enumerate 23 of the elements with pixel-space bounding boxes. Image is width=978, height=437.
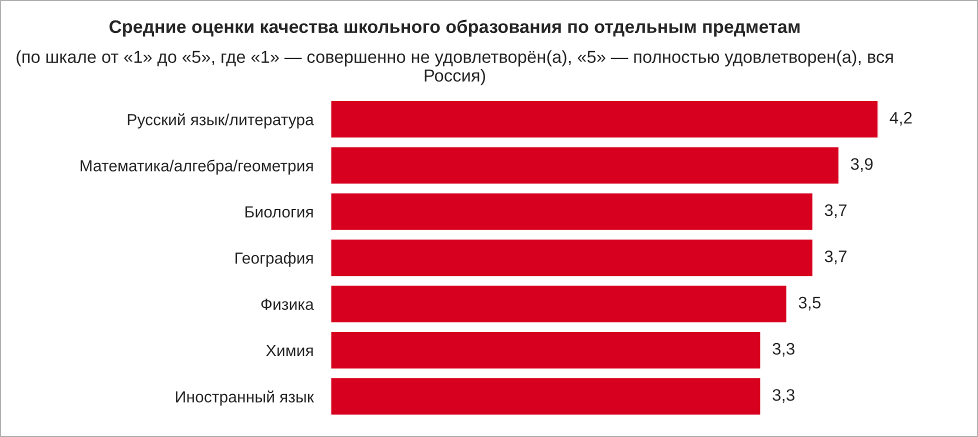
bar <box>330 238 814 278</box>
y-tick-label: Химия <box>266 345 313 356</box>
data-label: 3,9 <box>850 158 873 172</box>
y-tick-label: Иностранный язык <box>176 390 314 406</box>
y-tick-label: Русский язык/литература <box>128 113 314 128</box>
data-label: 3,3 <box>772 389 794 403</box>
data-label: 3,3 <box>772 342 794 357</box>
y-tick-label: Биология <box>246 206 313 218</box>
bar <box>330 192 814 232</box>
bar <box>330 146 840 186</box>
data-label: 3,7 <box>824 204 846 218</box>
bar <box>330 376 762 416</box>
chart-title: Средние оценки качества школьного образования по отдельным предметам <box>110 20 800 37</box>
y-tick-label: География <box>236 252 313 267</box>
chart-subtitle: (по шкале от «1» до «5», где «1» — совершенно не удовлетворён(а), «5» — полностью удовлетворен(а), вся Россия) <box>16 50 893 86</box>
bar <box>330 100 878 139</box>
data-label: 4,2 <box>890 112 912 126</box>
bar <box>330 284 788 324</box>
y-tick-label: Физика <box>261 298 314 310</box>
bar <box>330 330 762 370</box>
y-tick-label: Математика/алгебра/геометрия <box>80 160 313 175</box>
data-label: 3,5 <box>798 296 821 310</box>
data-label: 3,7 <box>824 250 846 264</box>
